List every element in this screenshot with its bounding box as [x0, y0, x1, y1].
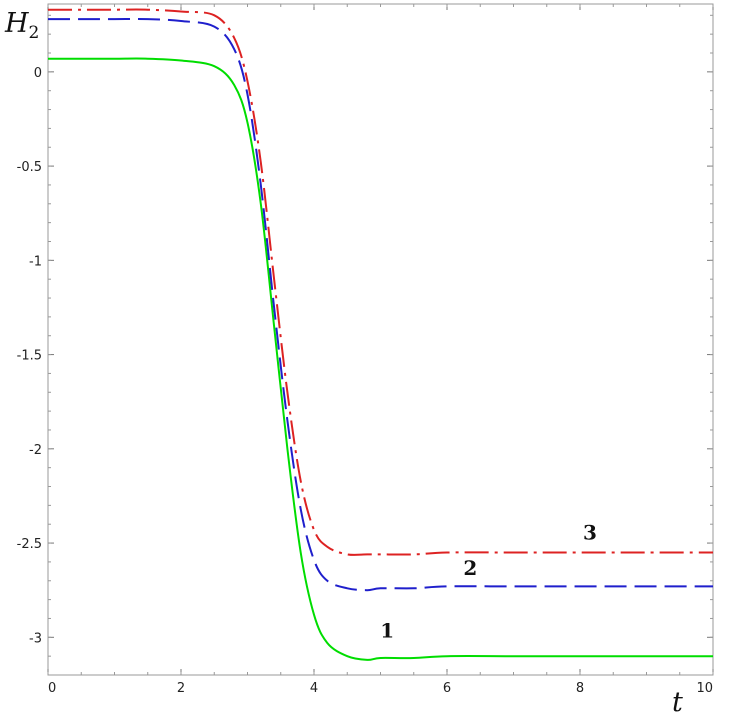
- x-tick-label: 4: [310, 681, 318, 696]
- y-tick-label: -2: [29, 443, 42, 458]
- y-axis-ticks: 0 -0.5 -1 -1.5 -2 -2.5 -3: [17, 14, 713, 676]
- curve-label-1: 1: [380, 618, 394, 642]
- curve-label-2: 2: [463, 556, 477, 580]
- x-tick-label: 0: [48, 681, 56, 696]
- x-tick-label: 8: [576, 681, 584, 696]
- y-tick-label: -1.5: [17, 349, 42, 364]
- y-tick-label: -3: [29, 631, 42, 646]
- series-line-2: [48, 17, 713, 592]
- series-lines: [47, 8, 713, 661]
- y-tick-label: -2.5: [17, 537, 42, 552]
- curve-label-3: 3: [583, 520, 597, 544]
- y-tick-label: -0.5: [17, 160, 42, 175]
- curve-labels: 1 2 3: [380, 520, 597, 642]
- x-tick-label: 10: [696, 681, 713, 696]
- y-tick-label: 0: [34, 66, 42, 81]
- series-line-1: [47, 57, 713, 661]
- x-axis-ticks: 0 2 4 6 8 10: [47, 4, 714, 696]
- x-axis-label: t: [672, 687, 683, 718]
- y-tick-label: -1: [29, 254, 42, 269]
- series-line-3: [47, 8, 713, 556]
- y-axis-label: H2: [4, 8, 39, 43]
- x-tick-label: 2: [177, 681, 185, 696]
- x-tick-label: 6: [443, 681, 451, 696]
- plot-frame: [47, 3, 714, 676]
